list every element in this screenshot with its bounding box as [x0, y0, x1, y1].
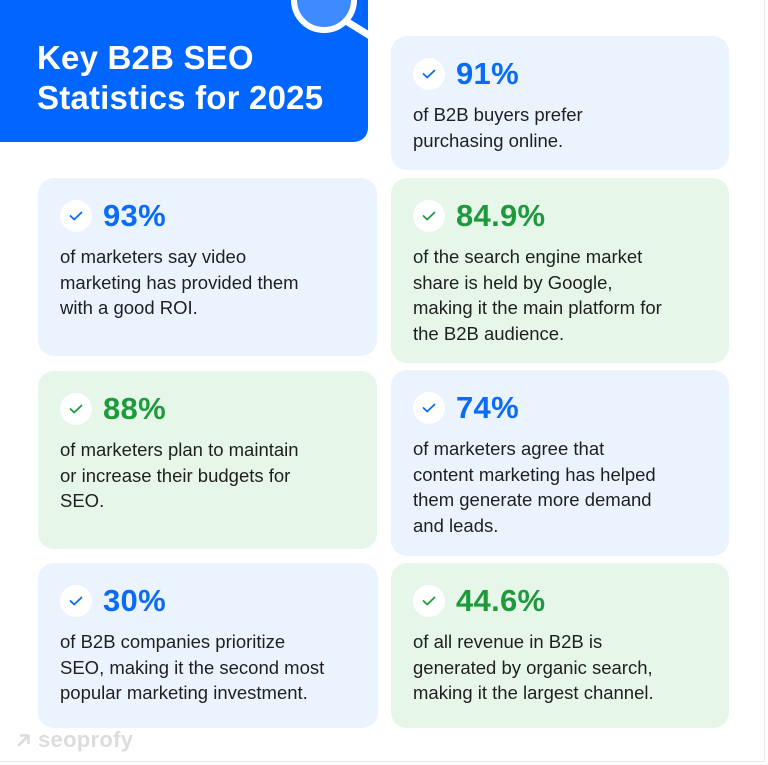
title-line-2: Statistics for 2025: [37, 79, 324, 116]
stat-description: of B2B buyers prefer purchasing online.: [413, 104, 583, 151]
stat-card: 74% of marketers agree that content mark…: [391, 370, 729, 556]
check-icon: [60, 585, 92, 617]
header-banner: Key B2B SEO Statistics for 2025: [0, 0, 368, 142]
check-icon: [413, 392, 445, 424]
stat-description: of all revenue in B2B is generated by or…: [413, 631, 654, 703]
stat-value: 30%: [103, 583, 166, 618]
stat-card: 91% of B2B buyers prefer purchasing onli…: [391, 36, 729, 170]
check-icon: [413, 200, 445, 232]
check-icon: [60, 393, 92, 425]
stat-description: of marketers plan to maintain or increas…: [60, 439, 299, 511]
stat-card: 88% of marketers plan to maintain or inc…: [38, 371, 377, 549]
title-line-1: Key B2B SEO: [37, 39, 254, 76]
stat-value: 91%: [456, 56, 519, 91]
check-icon: [60, 200, 92, 232]
stat-value: 88%: [103, 391, 166, 426]
check-icon: [413, 585, 445, 617]
arrow-up-right-icon: [17, 734, 30, 747]
stat-card: 44.6% of all revenue in B2B is generated…: [391, 563, 729, 728]
page-title: Key B2B SEO Statistics for 2025: [37, 38, 323, 118]
stat-value: 93%: [103, 198, 166, 233]
stat-card: 30% of B2B companies prioritize SEO, mak…: [38, 563, 378, 728]
stat-description: of marketers say video marketing has pro…: [60, 246, 299, 318]
brand-logo: seoprofy: [16, 727, 133, 753]
stat-card: 93% of marketers say video marketing has…: [38, 178, 377, 356]
stat-description: of B2B companies prioritize SEO, making …: [60, 631, 325, 703]
stat-description: of marketers agree that content marketin…: [413, 438, 656, 536]
check-icon: [413, 58, 445, 90]
logo-text: seoprofy: [38, 727, 134, 752]
stat-description: of the search engine market share is hel…: [413, 246, 662, 344]
stat-value: 74%: [456, 390, 519, 425]
stat-value: 44.6%: [456, 583, 546, 618]
magnifier-icon: [291, 0, 368, 39]
stat-card: 84.9% of the search engine market share …: [391, 178, 729, 363]
stat-value: 84.9%: [456, 198, 546, 233]
